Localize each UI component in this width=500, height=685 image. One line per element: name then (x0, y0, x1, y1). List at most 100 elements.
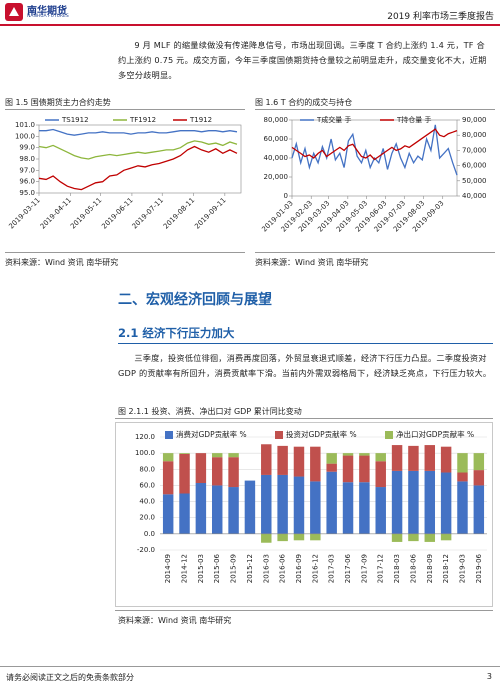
y-tick-label: 80.0 (139, 465, 155, 473)
x-tick-label: 2019-04-11 (39, 196, 73, 230)
bar-segment (473, 485, 485, 534)
caption-rule (5, 109, 245, 110)
bar-segment (162, 494, 174, 534)
footer-rule (0, 666, 500, 667)
bar-segment (342, 453, 354, 456)
logo-icon (5, 3, 23, 21)
bar-segment (310, 446, 321, 482)
y-tick-label: 50,000 (462, 177, 487, 185)
bar-segment (424, 470, 436, 534)
bar-segment (261, 533, 272, 543)
legend-label: 投资对GDP贡献率 % (286, 429, 357, 439)
x-tick-label: 2019-07-11 (131, 196, 165, 230)
bar-segment (195, 453, 207, 484)
page-number: 3 (486, 672, 492, 681)
bar-segment (293, 533, 305, 541)
caption-rule (255, 109, 495, 110)
bar-segment (408, 533, 419, 542)
x-tick-label: 2014-12 (181, 554, 189, 583)
bar-segment (375, 461, 386, 488)
bar-segment (424, 533, 436, 542)
bar-segment (293, 476, 305, 534)
y-tick-label: 120.0 (135, 433, 155, 441)
source-rule (255, 252, 495, 253)
bar-segment (440, 533, 452, 541)
legend-label: T1912 (189, 116, 212, 124)
bar-segment (179, 453, 190, 454)
bar-segment (473, 453, 485, 471)
source-rule (115, 610, 493, 611)
x-tick-label: 2018-03 (393, 554, 401, 583)
bar-segment (162, 461, 174, 495)
source: 资料来源：Wind 资讯 南华研究 (255, 258, 369, 267)
y-tick-label: 98.0 (19, 155, 35, 163)
y-tick-label: 60.0 (139, 481, 155, 489)
y-tick-label: 40.0 (139, 498, 155, 506)
x-tick-label: 2018-06 (409, 553, 417, 583)
y-tick-label: 95.0 (19, 189, 35, 197)
x-tick-label: 2017-03 (328, 554, 336, 583)
series-line (38, 140, 238, 160)
source: 资料来源：Wind 资讯 南华研究 (5, 258, 119, 267)
figure-caption: 图 1.6 T 合约的成交与持仓 (255, 98, 353, 107)
bar-segment (261, 444, 272, 475)
x-tick-label: 2016-06 (279, 553, 287, 583)
paragraph: 9 月 MLF 的缩量续做没有传递降息信号，市场出现回调。三季度 T 合约上涨约… (118, 40, 487, 80)
x-tick-label: 2015-09 (230, 554, 238, 583)
y-tick-label: 40,000 (462, 192, 487, 200)
bar-segment (211, 485, 223, 534)
section-title: 二、宏观经济回顾与展望 (118, 292, 272, 308)
y-tick-label: 20.0 (139, 514, 155, 522)
x-tick-label: 2019-06 (475, 553, 483, 583)
series-line (291, 124, 458, 176)
y-tick-label: 101.0 (15, 121, 35, 129)
y-tick-label: 99.0 (19, 144, 35, 152)
logo-en: NANHUA FUTURES (27, 14, 69, 19)
x-tick-label: 2014-09 (164, 554, 172, 583)
bar-segment (228, 453, 239, 458)
y-tick-label: 90,000 (462, 116, 487, 124)
chart: 95.0 96.0 97.0 98.0 99.0 100.0 101.0 2019-03-11… (7, 116, 242, 231)
x-tick-label: 2018-09 (426, 554, 434, 583)
bar-segment (293, 446, 305, 477)
x-tick-label: 2018-12 (442, 554, 450, 583)
x-tick-label: 2015-03 (197, 554, 205, 583)
bar-segment (326, 471, 337, 534)
legend-label: T成交量 手 (316, 115, 352, 124)
legend-swatch (385, 431, 393, 439)
plot-frame (38, 124, 242, 194)
bar-segment (359, 455, 370, 483)
bar-segment (408, 470, 419, 534)
y-tick-label: 70,000 (462, 146, 487, 154)
y-tick-label: 60,000 (462, 162, 487, 170)
x-tick-label: 2019-03 (458, 554, 466, 583)
bar-segment (310, 533, 321, 541)
bar-segment (277, 533, 288, 542)
x-tick-label: 2017-12 (377, 554, 385, 583)
bar-segment (473, 470, 485, 486)
y-tick-label: 97.0 (19, 166, 35, 174)
bar-segment (261, 474, 272, 534)
y-tick-label: 40,000 (264, 154, 289, 162)
legend-label: 消费对GDP贡献率 % (176, 429, 247, 439)
y-tick-label: 20,000 (264, 173, 289, 181)
chart: 0 20,000 40,000 60,000 80,000 40,000 50,000 60,… (260, 115, 487, 234)
bar-segment (391, 445, 403, 471)
x-tick-label: 2017-09 (360, 554, 368, 583)
source: 资料来源：Wind 资讯 南华研究 (118, 616, 232, 625)
y-tick-label: 0 (284, 192, 288, 200)
legend-label: TF1912 (129, 116, 156, 124)
chart-frame (115, 422, 493, 607)
chart: -20.0 0.0 20.0 40.0 60.0 80.0 100.0 120.0 2014-0… (115, 422, 493, 607)
x-tick-label: 2016-03 (262, 554, 270, 583)
bar-segment (310, 481, 321, 534)
bar-segment (342, 482, 354, 534)
bar-segment (326, 463, 337, 472)
y-tick-label: 60,000 (264, 135, 289, 143)
figure-caption: 图 1.5 国债期货主力合约走势 (5, 98, 111, 107)
figure-caption: 图 2.1.1 投资、消费、净出口对 GDP 累计同比变动 (118, 407, 302, 416)
x-tick-label: 2019-09-11 (193, 196, 227, 230)
header-rule (0, 24, 500, 26)
bar-segment (179, 453, 190, 494)
